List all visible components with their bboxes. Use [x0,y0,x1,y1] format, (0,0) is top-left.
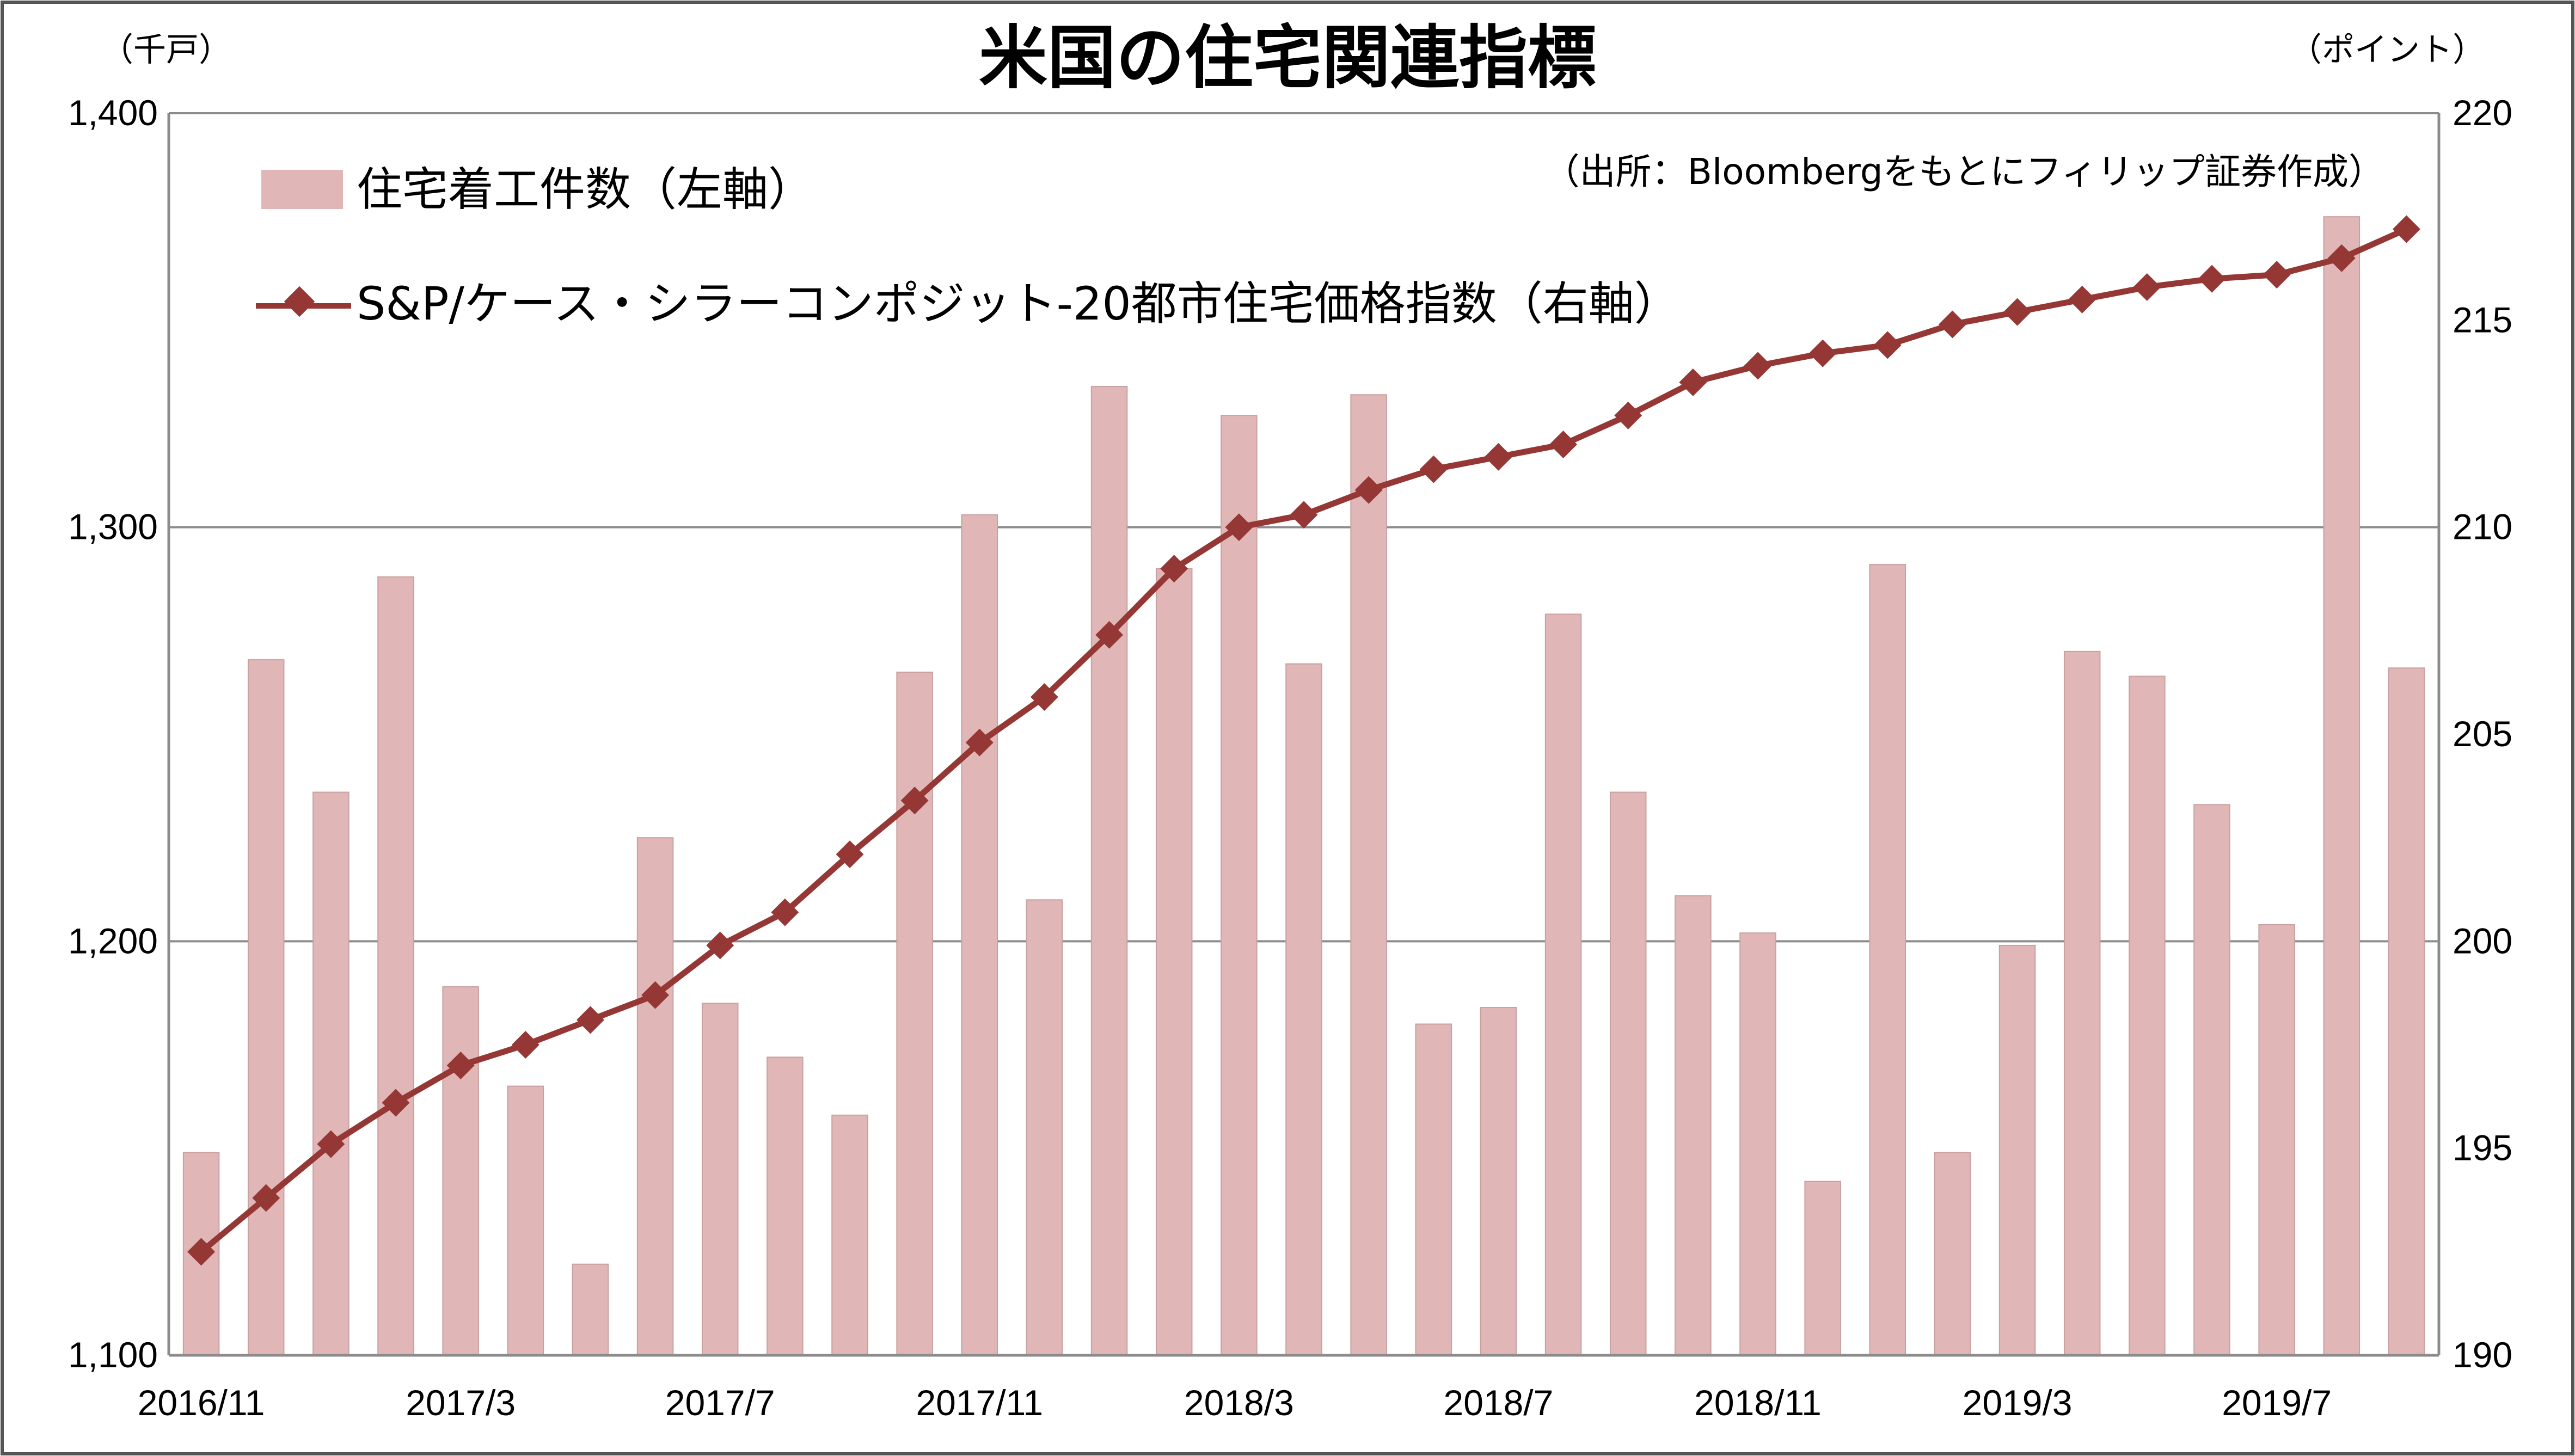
x-tick-label: 2019/3 [1963,1383,2073,1423]
bar [1026,899,1063,1356]
left-axis-unit: （千戸） [101,31,231,69]
legend-bar-swatch [261,170,343,209]
x-tick-label: 2019/7 [2222,1383,2332,1423]
legend: 住宅着工件数（左軸） S&P/ケース・シラーコンポジット-20都市住宅価格指数（… [256,163,1680,330]
line-marker [900,787,929,815]
right-tick-label: 220 [2453,93,2512,133]
line-marker [641,981,670,1009]
bar [1739,932,1776,1356]
left-tick-label: 1,200 [68,920,158,961]
line-marker [576,1006,604,1034]
right-tick-label: 215 [2453,299,2512,340]
right-tick-label: 210 [2453,507,2512,547]
bar [1155,568,1193,1356]
bar [1285,663,1322,1356]
line-marker [965,728,994,757]
line-marker [836,840,864,869]
bar [961,514,998,1356]
x-tick-label: 2018/11 [1694,1383,1822,1423]
line-marker [511,1031,539,1059]
line-marker [2133,273,2161,301]
bar-series [182,216,2425,1356]
bar [2063,650,2101,1356]
bar [442,986,479,1356]
left-tick-label: 1,400 [68,93,158,133]
source-note: （出所：Bloombergをもとにフィリップ証券作成） [1544,151,2384,193]
legend-line-label: S&P/ケース・シラーコンポジット-20都市住宅価格指数（右軸） [357,277,1680,330]
x-tick-label: 2018/7 [1443,1383,1553,1423]
bar [1415,1023,1452,1356]
right-tick-label: 195 [2453,1128,2512,1168]
left-tick-label: 1,300 [68,507,158,547]
bar [1480,1007,1517,1356]
x-tick-label: 2017/3 [406,1383,516,1423]
bar [312,791,350,1356]
bar [701,1003,739,1356]
x-tick-label: 2017/11 [916,1383,1043,1423]
axes [167,113,2441,1357]
bar [572,1263,609,1356]
bar [2129,675,2166,1356]
right-tick-label: 200 [2453,920,2512,961]
line-marker [446,1052,475,1079]
bar [2193,804,2230,1356]
bar [507,1085,544,1356]
x-tick-label: 2017/7 [665,1383,775,1423]
bar [1609,791,1647,1356]
bar [1544,613,1582,1356]
x-tick-label: 2018/3 [1184,1383,1294,1423]
bar [1934,1152,1971,1356]
bar [2258,924,2295,1356]
bar [247,659,285,1356]
bar [636,837,674,1356]
x-tick-label: 2016/11 [138,1383,265,1423]
bar [377,576,414,1356]
bar [1350,394,1387,1356]
right-axis-unit: （ポイント） [2289,31,2485,69]
line-marker [771,898,799,926]
bar [831,1114,868,1356]
tick-labels: 1,100 1,200 1,300 1,400 190 195 200 205 210 215 22… [68,93,2512,1423]
bar [1804,1181,1841,1356]
left-tick-label: 1,100 [68,1335,158,1375]
bar [767,1056,804,1356]
line-marker [382,1089,410,1117]
legend-line-marker [284,286,315,317]
line-marker [1095,621,1124,649]
legend-bar-label: 住宅着工件数（左軸） [357,163,814,216]
bar [896,671,933,1356]
bar [1869,564,1906,1356]
line-marker [706,931,734,960]
line-marker [1030,683,1058,711]
bar [1675,895,1712,1356]
chart-title: 米国の住宅関連指標 [979,18,1596,98]
bar [1221,415,1258,1356]
bar [1998,944,2036,1356]
bar [1090,386,1128,1356]
right-tick-label: 190 [2453,1335,2512,1375]
bar [2323,216,2361,1356]
bar [2388,667,2425,1356]
right-tick-label: 205 [2453,714,2512,754]
